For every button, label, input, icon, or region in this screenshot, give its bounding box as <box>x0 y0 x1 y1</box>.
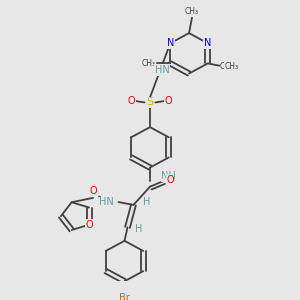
Text: HN: HN <box>155 65 170 75</box>
Text: CH₃: CH₃ <box>141 59 155 68</box>
Text: H: H <box>135 224 142 234</box>
Text: C₃: C₃ <box>220 62 228 71</box>
Text: O: O <box>90 186 98 197</box>
Text: NH: NH <box>161 171 176 181</box>
Text: HN: HN <box>99 197 114 207</box>
Text: CH₃: CH₃ <box>224 62 238 71</box>
Text: H: H <box>142 197 150 207</box>
Text: O: O <box>166 175 174 184</box>
Text: O: O <box>85 220 93 230</box>
Text: N: N <box>167 38 174 48</box>
Text: S: S <box>146 98 154 107</box>
Text: Br: Br <box>119 293 130 300</box>
Text: O: O <box>128 96 135 106</box>
Text: N: N <box>204 38 212 48</box>
Text: CH₃: CH₃ <box>185 7 199 16</box>
Text: O: O <box>165 96 172 106</box>
